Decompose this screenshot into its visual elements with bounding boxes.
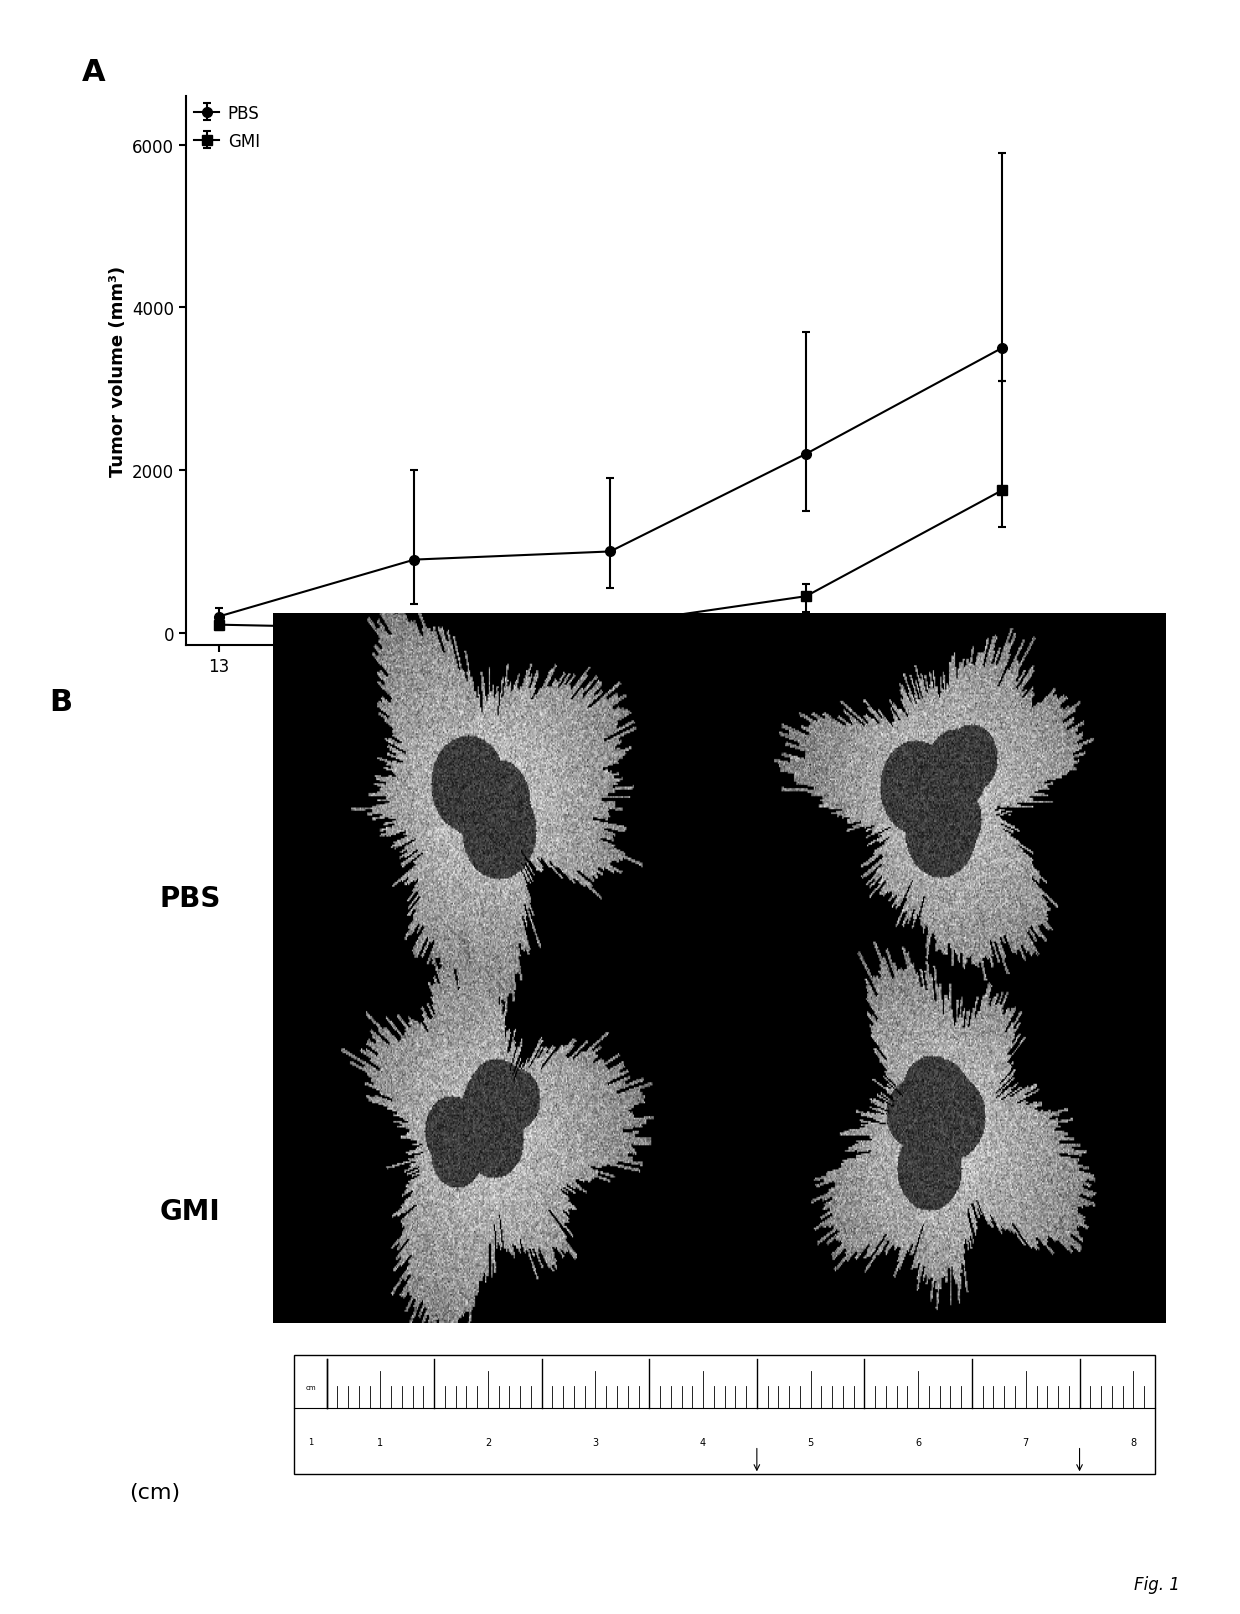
Text: Fig. 1: Fig. 1 (1135, 1575, 1180, 1593)
Text: 1: 1 (308, 1438, 312, 1446)
Text: GMI: GMI (160, 1198, 221, 1225)
Text: 5: 5 (807, 1436, 813, 1448)
Text: 1: 1 (377, 1436, 383, 1448)
X-axis label: Day: Day (599, 681, 641, 700)
Y-axis label: Tumor volume (mm³): Tumor volume (mm³) (109, 266, 126, 476)
Text: 6: 6 (915, 1436, 921, 1448)
Text: 2: 2 (485, 1436, 491, 1448)
Text: #1: #1 (487, 705, 529, 733)
Text: A: A (82, 58, 105, 87)
Legend: PBS, GMI: PBS, GMI (195, 105, 260, 152)
Text: (cm): (cm) (129, 1482, 181, 1503)
Text: 4: 4 (701, 1436, 706, 1448)
Text: cm: cm (305, 1385, 316, 1390)
Text: B: B (50, 688, 72, 717)
Text: 7: 7 (1023, 1436, 1029, 1448)
Text: 3: 3 (593, 1436, 599, 1448)
Text: PBS: PBS (160, 884, 221, 912)
Text: #2: #2 (841, 705, 883, 733)
Text: 8: 8 (1131, 1436, 1136, 1448)
